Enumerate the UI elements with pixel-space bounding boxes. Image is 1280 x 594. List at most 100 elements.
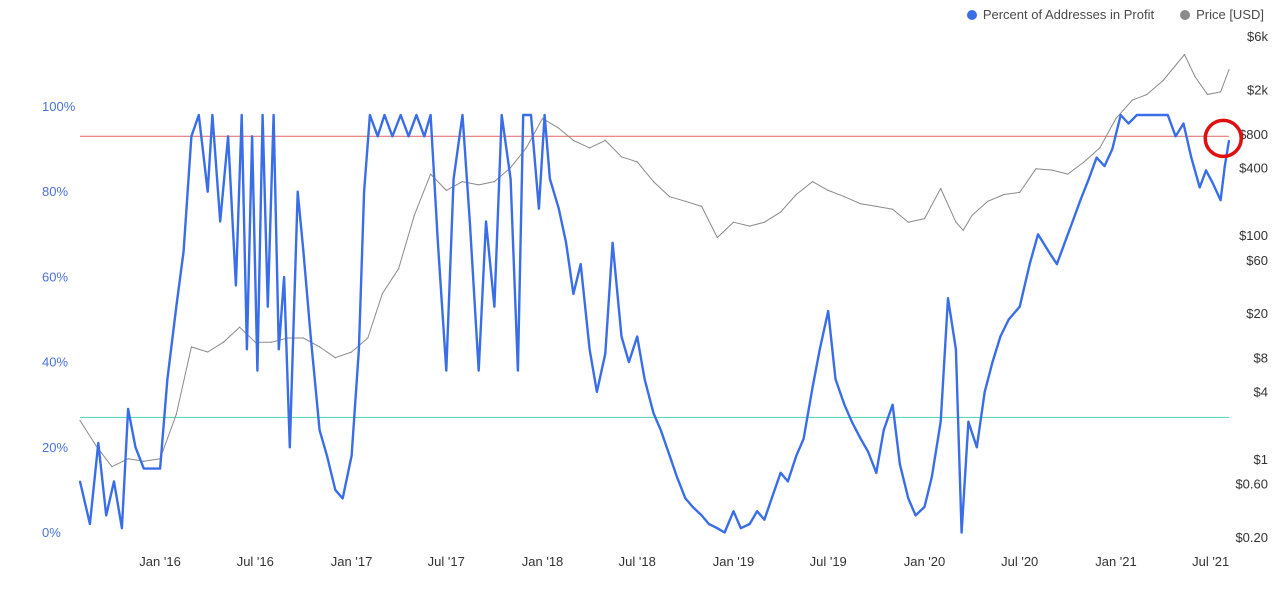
percent-in-profit-point <box>652 412 655 415</box>
percent-in-profit-point <box>219 220 222 223</box>
percent-in-profit-point <box>588 348 591 351</box>
price-point <box>907 221 909 223</box>
percent-in-profit-point <box>549 178 551 180</box>
y-left-tick: 20% <box>42 440 68 455</box>
price-point <box>175 413 177 415</box>
percent-in-profit-point <box>923 506 926 508</box>
price-point <box>319 346 321 348</box>
price-point <box>413 214 415 216</box>
highlight-circle <box>1203 118 1243 159</box>
x-tick: Jul '18 <box>619 554 656 569</box>
y-left-tick: 0% <box>42 525 61 540</box>
x-tick: Jul '20 <box>1001 554 1038 569</box>
percent-in-profit-point <box>967 420 970 423</box>
price-point <box>987 200 989 202</box>
percent-in-profit-point <box>283 276 285 278</box>
price-point <box>955 221 957 223</box>
price-point <box>287 337 289 339</box>
percent-in-profit-point <box>700 514 703 517</box>
percent-in-profit-point <box>500 114 503 116</box>
price-point <box>445 189 447 191</box>
percent-in-profit-point <box>1095 156 1098 159</box>
percent-in-profit-point <box>975 446 978 449</box>
price-point <box>1206 93 1209 96</box>
price-point <box>381 292 383 295</box>
percent-in-profit-point <box>1071 220 1074 223</box>
percent-in-profit-point <box>891 403 894 406</box>
y-right-tick: $800 <box>1239 127 1268 142</box>
x-tick: Jan '18 <box>522 554 564 569</box>
price-point <box>1067 173 1069 175</box>
price-point <box>811 181 814 183</box>
percent-in-profit-point <box>676 476 678 478</box>
y-right-tick: $1 <box>1254 452 1268 467</box>
percent-in-profit-point <box>326 454 328 457</box>
percent-in-profit-point <box>461 114 464 116</box>
price-point <box>636 161 638 163</box>
price-point <box>940 187 942 190</box>
percent-in-profit-point <box>266 305 269 308</box>
price-point <box>302 337 304 339</box>
x-tick: Jan '17 <box>331 554 373 569</box>
price-line <box>79 54 1230 468</box>
percent-in-profit-point <box>296 190 299 193</box>
percent-in-profit-point <box>530 114 532 116</box>
percent-in-profit-point <box>834 378 837 380</box>
price-point <box>1131 99 1133 101</box>
percent-in-profit-point <box>415 114 418 116</box>
y-right-tick: $60 <box>1246 253 1268 268</box>
legend-item-price[interactable]: Price [USD] <box>1180 7 1264 22</box>
percent-in-profit-point <box>1205 169 1207 172</box>
percent-in-profit-point <box>142 467 145 470</box>
y-right-tick: $20 <box>1246 306 1268 321</box>
y-right-tick: $0.20 <box>1235 530 1268 545</box>
price-point <box>461 181 464 183</box>
percent-in-profit-point <box>1174 135 1177 138</box>
percent-in-profit-point <box>643 378 646 380</box>
price-point <box>923 218 926 220</box>
price-point <box>749 225 751 227</box>
price-point <box>334 357 336 359</box>
percent-in-profit-point <box>818 348 821 351</box>
percent-in-profit-point <box>875 471 878 474</box>
price-point <box>510 167 512 169</box>
price-point <box>763 221 766 223</box>
percent-in-profit-point <box>206 190 209 193</box>
y-right-tick: $4 <box>1254 384 1268 399</box>
price-point <box>190 346 192 348</box>
percent-in-profit-point <box>1056 263 1058 265</box>
price-point <box>684 200 687 202</box>
percent-in-profit-point <box>509 178 512 180</box>
percent-in-profit-point <box>452 178 455 180</box>
percent-in-profit-point <box>341 497 344 500</box>
percent-in-profit-point <box>383 114 386 116</box>
y-right-tick: $2k <box>1247 82 1268 97</box>
percent-in-profit-point <box>811 386 814 389</box>
legend-dot-blue-icon <box>966 9 977 20</box>
price-point <box>478 184 480 186</box>
percent-in-profit-point <box>1155 114 1158 116</box>
price-point <box>430 173 432 175</box>
percent-in-profit-point <box>468 220 471 223</box>
percent-in-profit-point <box>538 207 540 210</box>
price-point <box>1115 117 1117 119</box>
percent-in-profit-point <box>391 135 394 138</box>
percent-in-profit-point <box>197 114 200 116</box>
price-point <box>1019 191 1021 193</box>
percent-in-profit-point <box>350 454 353 457</box>
percent-in-profit-point <box>939 420 942 423</box>
legend-item-percent-in-profit[interactable]: Percent of Addresses in Profit <box>966 7 1154 22</box>
percent-in-profit-point <box>227 135 230 138</box>
percent-in-profit-point <box>716 527 719 530</box>
price-point <box>716 236 718 239</box>
percent-in-profit-point <box>1111 148 1114 151</box>
price-point <box>892 208 894 210</box>
percent-in-profit-point <box>150 467 153 470</box>
percent-in-profit-point <box>369 114 371 116</box>
price-point <box>860 203 862 205</box>
percent-in-profit-point <box>1079 199 1082 202</box>
price-point <box>351 351 353 353</box>
price-point <box>525 147 527 149</box>
percent-in-profit-point <box>1166 114 1169 116</box>
